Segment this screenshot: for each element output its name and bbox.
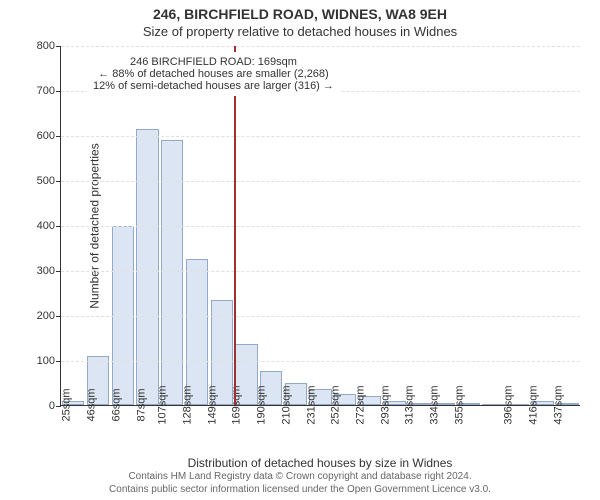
annotation-line: ← 88% of detached houses are smaller (2,… — [93, 68, 334, 80]
chart-container: 246, BIRCHFIELD ROAD, WIDNES, WA8 9EH Si… — [0, 0, 600, 500]
ytick-label: 0 — [15, 400, 61, 412]
ytick-label: 100 — [15, 355, 61, 367]
chart-title-main: 246, BIRCHFIELD ROAD, WIDNES, WA8 9EH — [0, 0, 600, 22]
xtick-label: 128sqm — [177, 385, 193, 424]
xtick-label: 46sqm — [82, 388, 98, 421]
annotation-line: 246 BIRCHFIELD ROAD: 169sqm — [93, 56, 334, 68]
ytick-label: 700 — [15, 85, 61, 97]
ytick-label: 300 — [15, 265, 61, 277]
xtick-label: 416sqm — [523, 385, 539, 424]
histogram-bar — [161, 140, 183, 405]
ytick-label: 500 — [15, 175, 61, 187]
ytick-label: 600 — [15, 130, 61, 142]
xtick-label: 190sqm — [252, 385, 268, 424]
xtick-label: 355sqm — [449, 385, 465, 424]
xtick-label: 293sqm — [375, 385, 391, 424]
ytick-label: 800 — [15, 40, 61, 52]
xtick-label: 437sqm — [548, 385, 564, 424]
footer-line-2: Contains public sector information licen… — [0, 483, 600, 496]
gridline — [61, 316, 580, 317]
gridline — [61, 46, 580, 47]
xtick-label: 396sqm — [499, 385, 515, 424]
gridline — [61, 181, 580, 182]
chart-footer: Contains HM Land Registry data © Crown c… — [0, 470, 600, 496]
gridline — [61, 226, 580, 227]
gridline — [61, 361, 580, 362]
xtick-label: 272sqm — [350, 385, 366, 424]
histogram-bar — [136, 129, 158, 405]
xtick-label: 334sqm — [425, 385, 441, 424]
xtick-label: 107sqm — [153, 385, 169, 424]
ytick-label: 200 — [15, 310, 61, 322]
xtick-label: 87sqm — [131, 388, 147, 421]
histogram-bar — [186, 259, 208, 405]
ytick-label: 400 — [15, 220, 61, 232]
x-axis-label: Distribution of detached houses by size … — [60, 456, 580, 470]
annotation-box: 246 BIRCHFIELD ROAD: 169sqm← 88% of deta… — [87, 52, 340, 96]
footer-line-1: Contains HM Land Registry data © Crown c… — [0, 470, 600, 483]
xtick-label: 252sqm — [326, 385, 342, 424]
plot-inner: 25sqm46sqm66sqm87sqm107sqm128sqm149sqm16… — [60, 46, 580, 406]
xtick-label: 313sqm — [400, 385, 416, 424]
xtick-label: 66sqm — [106, 388, 122, 421]
xtick-label: 149sqm — [202, 385, 218, 424]
plot-area: Number of detached properties 25sqm46sqm… — [60, 46, 580, 406]
xtick-label: 231sqm — [301, 385, 317, 424]
property-marker-line — [234, 46, 236, 405]
xtick-label: 210sqm — [276, 385, 292, 424]
annotation-line: 12% of semi-detached houses are larger (… — [93, 80, 334, 92]
gridline — [61, 136, 580, 137]
gridline — [61, 271, 580, 272]
chart-title-sub: Size of property relative to detached ho… — [0, 22, 600, 39]
